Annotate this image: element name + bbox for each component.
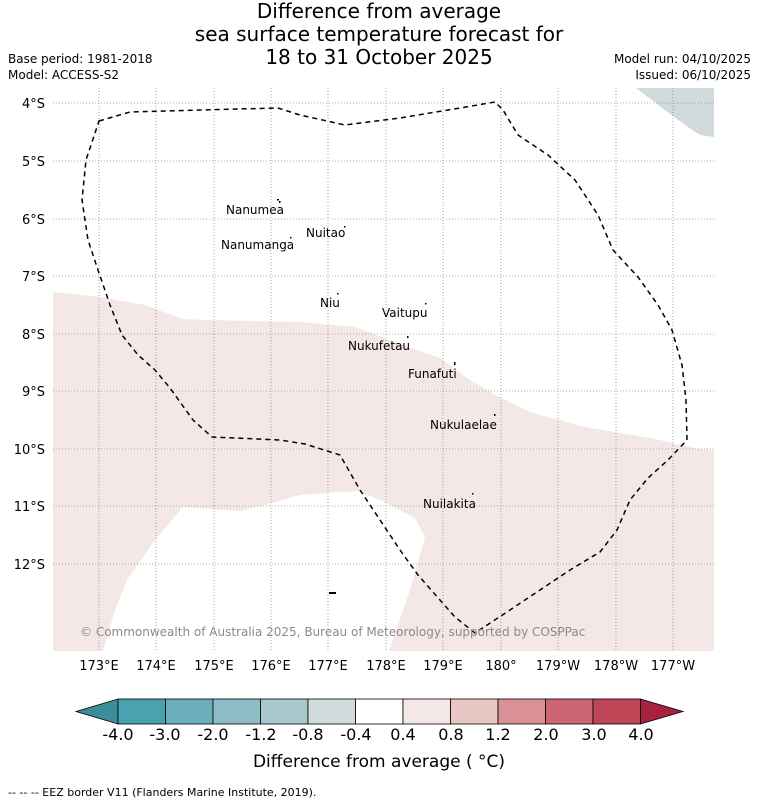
island-mark-nuitao [344,226,346,228]
colorbar-segment-1 [117,698,166,725]
model-label: Model: ACCESS-S2 [8,68,120,82]
lon-label-177w: 177°W [651,659,695,674]
island-mark-vaitupu [425,303,427,305]
lon-label-176e: 176°E [251,659,291,674]
lon-label-173e: 173°E [79,659,119,674]
island-label-funafuti: Funafuti [408,367,457,381]
lon-label-174e: 174°E [136,659,176,674]
lon-label-179e: 179°E [423,659,463,674]
island-mark-nukufetau [407,336,409,338]
colorbar-segment-5 [307,698,356,725]
colorbar-segment-11 [592,698,641,725]
lon-label-179w: 179°W [536,659,580,674]
colorbar-label-1: -4.0 [102,725,134,744]
colorbar-extension-low [74,698,119,725]
island-label-nanumanga: Nanumanga [221,238,294,252]
colorbar-label-6: -0.4 [340,725,372,744]
island-mark-south [329,592,336,594]
lat-label-12s: 12°S [14,558,45,573]
island-mark-nanumea [277,199,279,201]
model-run-label: Model run: 04/10/2025 [613,52,751,66]
lon-label-175e: 175°E [194,659,234,674]
colorbar-label-8: 0.8 [438,725,464,744]
lon-label-177e: 177°E [308,659,348,674]
issued-label: Issued: 06/10/2025 [635,68,751,82]
island-marks [277,199,496,594]
colorbar-label-10: 2.0 [533,725,559,744]
colorbar-label-4: -1.2 [245,725,277,744]
title-line-2: sea surface temperature forecast for [194,22,564,46]
island-label-nanumea: Nanumea [226,203,284,217]
colorbar-label-2: -3.0 [149,725,181,744]
lat-label-11s: 11°S [14,500,45,515]
island-label-nuitao: Nuitao [306,226,345,240]
gridlines [53,88,714,651]
colorbar-label-12: 4.0 [628,725,654,744]
island-mark-niu [337,293,339,295]
colorbar-segment-10 [545,698,594,725]
lat-label-9s: 9°S [22,385,45,400]
eez-legend-note: -- -- -- EEZ border V11 (Flanders Marine… [8,786,317,799]
island-mark-nuilakita [472,493,474,495]
lon-label-178w: 178°W [594,659,638,674]
colorbar-label-5: -0.8 [292,725,324,744]
eez-border [81,101,688,634]
lat-label-10s: 10°S [14,443,45,458]
colorbar-segment-7 [402,698,451,725]
lon-label-180: 180° [485,659,516,674]
colorbar-segment-8 [450,698,499,725]
colorbar-label-11: 3.0 [581,725,607,744]
warm-anomaly-region [53,292,714,651]
colorbar-segment-4 [260,698,309,725]
title-line-1: Difference from average [256,0,502,23]
lat-label-5s: 5°S [22,155,45,170]
island-label-nuilakita: Nuilakita [423,497,476,511]
colorbar-segment-3 [212,698,261,725]
colorbar-title: Difference from average ( °C) [252,752,506,772]
copyright-text: © Commonwealth of Australia 2025, Bureau… [80,625,585,639]
island-mark-nanumanga [290,237,292,239]
lat-label-4s: 4°S [22,97,45,112]
colorbar-label-3: -2.0 [197,725,229,744]
island-mark-funafuti [454,362,456,365]
colorbar-segment-6 [355,698,404,725]
island-mark-nukulaelae [494,414,496,416]
island-label-nukulaelae: Nukulaelae [430,418,497,432]
lon-label-178e: 178°E [366,659,406,674]
colorbar [74,698,685,725]
colorbar-segment-2 [165,698,214,725]
lat-label-8s: 8°S [22,328,45,343]
lat-label-7s: 7°S [22,270,45,285]
island-mark-nanumea-2 [279,201,281,203]
lat-label-6s: 6°S [22,213,45,228]
colorbar-segment-9 [497,698,546,725]
island-label-niu: Niu [320,296,340,310]
colorbar-label-7: 0.4 [390,725,416,744]
title-line-3: 18 to 31 October 2025 [265,45,493,69]
island-label-vaitupu: Vaitupu [382,306,428,320]
colorbar-label-9: 1.2 [485,725,511,744]
colorbar-extension-high [640,698,685,725]
island-label-nukufetau: Nukufetau [348,339,410,353]
cool-anomaly-region [636,88,714,137]
base-period-label: Base period: 1981-2018 [8,52,153,66]
